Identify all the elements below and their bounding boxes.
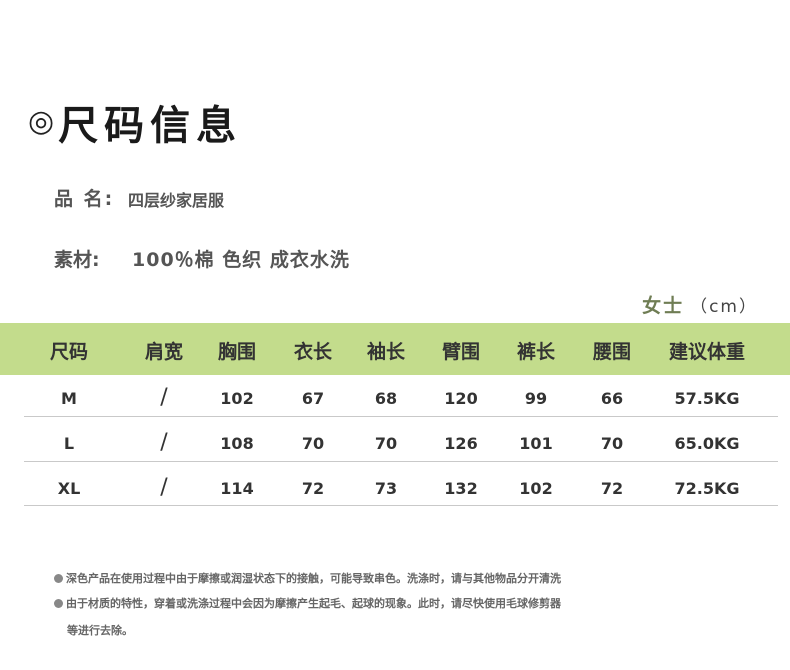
header-pants-length: 裤长 (516, 341, 556, 363)
section-title: ◎ 尺码信息 (28, 96, 243, 149)
header-bust: 胸围 (217, 341, 257, 363)
page-title: 尺码信息 (58, 103, 243, 149)
table-cell: 101 (519, 434, 553, 453)
note-text: 等进行去除。 (67, 624, 133, 637)
table-cell: L (63, 434, 75, 453)
bullet-icon (54, 574, 63, 583)
table-cell: 72 (301, 479, 325, 498)
table-cell: / (160, 430, 168, 455)
bullet-icon (54, 599, 63, 608)
unit-cm: （cm） (690, 297, 758, 317)
table-cell: 57.5KG (674, 389, 740, 408)
header-waist: 腰围 (592, 341, 632, 363)
table-cell: 67 (301, 389, 325, 408)
row-divider (24, 416, 778, 417)
material-value: 100％棉 色织 成衣水洗 (132, 249, 350, 271)
table-row: XL / 114 72 73 132 102 72 72.5KG (0, 466, 790, 510)
table-cell: 73 (374, 479, 398, 498)
table-cell: 114 (220, 479, 254, 498)
table-cell: 102 (220, 389, 254, 408)
table-cell: 66 (600, 389, 624, 408)
table-cell: M (61, 389, 77, 408)
table-cell: 132 (444, 479, 478, 498)
table-cell: 65.0KG (674, 434, 740, 453)
header-arm: 臂围 (441, 341, 481, 363)
table-cell: 70 (374, 434, 398, 453)
table-cell: 108 (220, 434, 254, 453)
table-cell: 126 (444, 434, 478, 453)
double-circle-icon: ◎ (28, 104, 55, 139)
header-shoulder: 肩宽 (144, 341, 184, 363)
header-size: 尺码 (49, 341, 89, 363)
note-item: 等进行去除。 (67, 622, 133, 638)
note-text: 由于材质的特性，穿着或洗涤过程中会因为摩擦产生起毛、起球的现象。此时，请尽快使用… (66, 597, 561, 610)
header-weight: 建议体重 (668, 341, 746, 363)
note-text: 深色产品在使用过程中由于摩擦或润湿状态下的接触，可能导致串色。洗涤时，请与其他物… (66, 572, 561, 585)
table-cell: 120 (444, 389, 478, 408)
note-item: 由于材质的特性，穿着或洗涤过程中会因为摩擦产生起毛、起球的现象。此时，请尽快使用… (54, 595, 561, 611)
table-cell: 72.5KG (674, 479, 740, 498)
table-cell: 99 (524, 389, 548, 408)
product-name-label: 品 名: (54, 188, 115, 210)
table-cell: / (160, 385, 168, 410)
table-row: M / 102 67 68 120 99 66 57.5KG (0, 376, 790, 420)
table-cell: 70 (301, 434, 325, 453)
table-cell: 72 (600, 479, 624, 498)
header-sleeve: 袖长 (366, 341, 406, 363)
note-item: 深色产品在使用过程中由于摩擦或润湿状态下的接触，可能导致串色。洗涤时，请与其他物… (54, 570, 561, 586)
material-label: 素材: (54, 249, 100, 271)
unit-label: 女士 （cm） (642, 291, 758, 318)
table-cell: 68 (374, 389, 398, 408)
table-cell: 70 (600, 434, 624, 453)
table-cell: / (160, 475, 168, 500)
row-divider (24, 461, 778, 462)
header-length: 衣长 (293, 341, 333, 363)
table-header: 尺码 肩宽 胸围 衣长 袖长 臂围 裤长 腰围 建议体重 (0, 323, 790, 375)
row-divider (24, 505, 778, 506)
gender-label: 女士 (642, 295, 685, 317)
table-cell: XL (57, 479, 81, 498)
table-cell: 102 (519, 479, 553, 498)
table-row: L / 108 70 70 126 101 70 65.0KG (0, 421, 790, 465)
product-name-value: 四层纱家居服 (128, 191, 225, 210)
